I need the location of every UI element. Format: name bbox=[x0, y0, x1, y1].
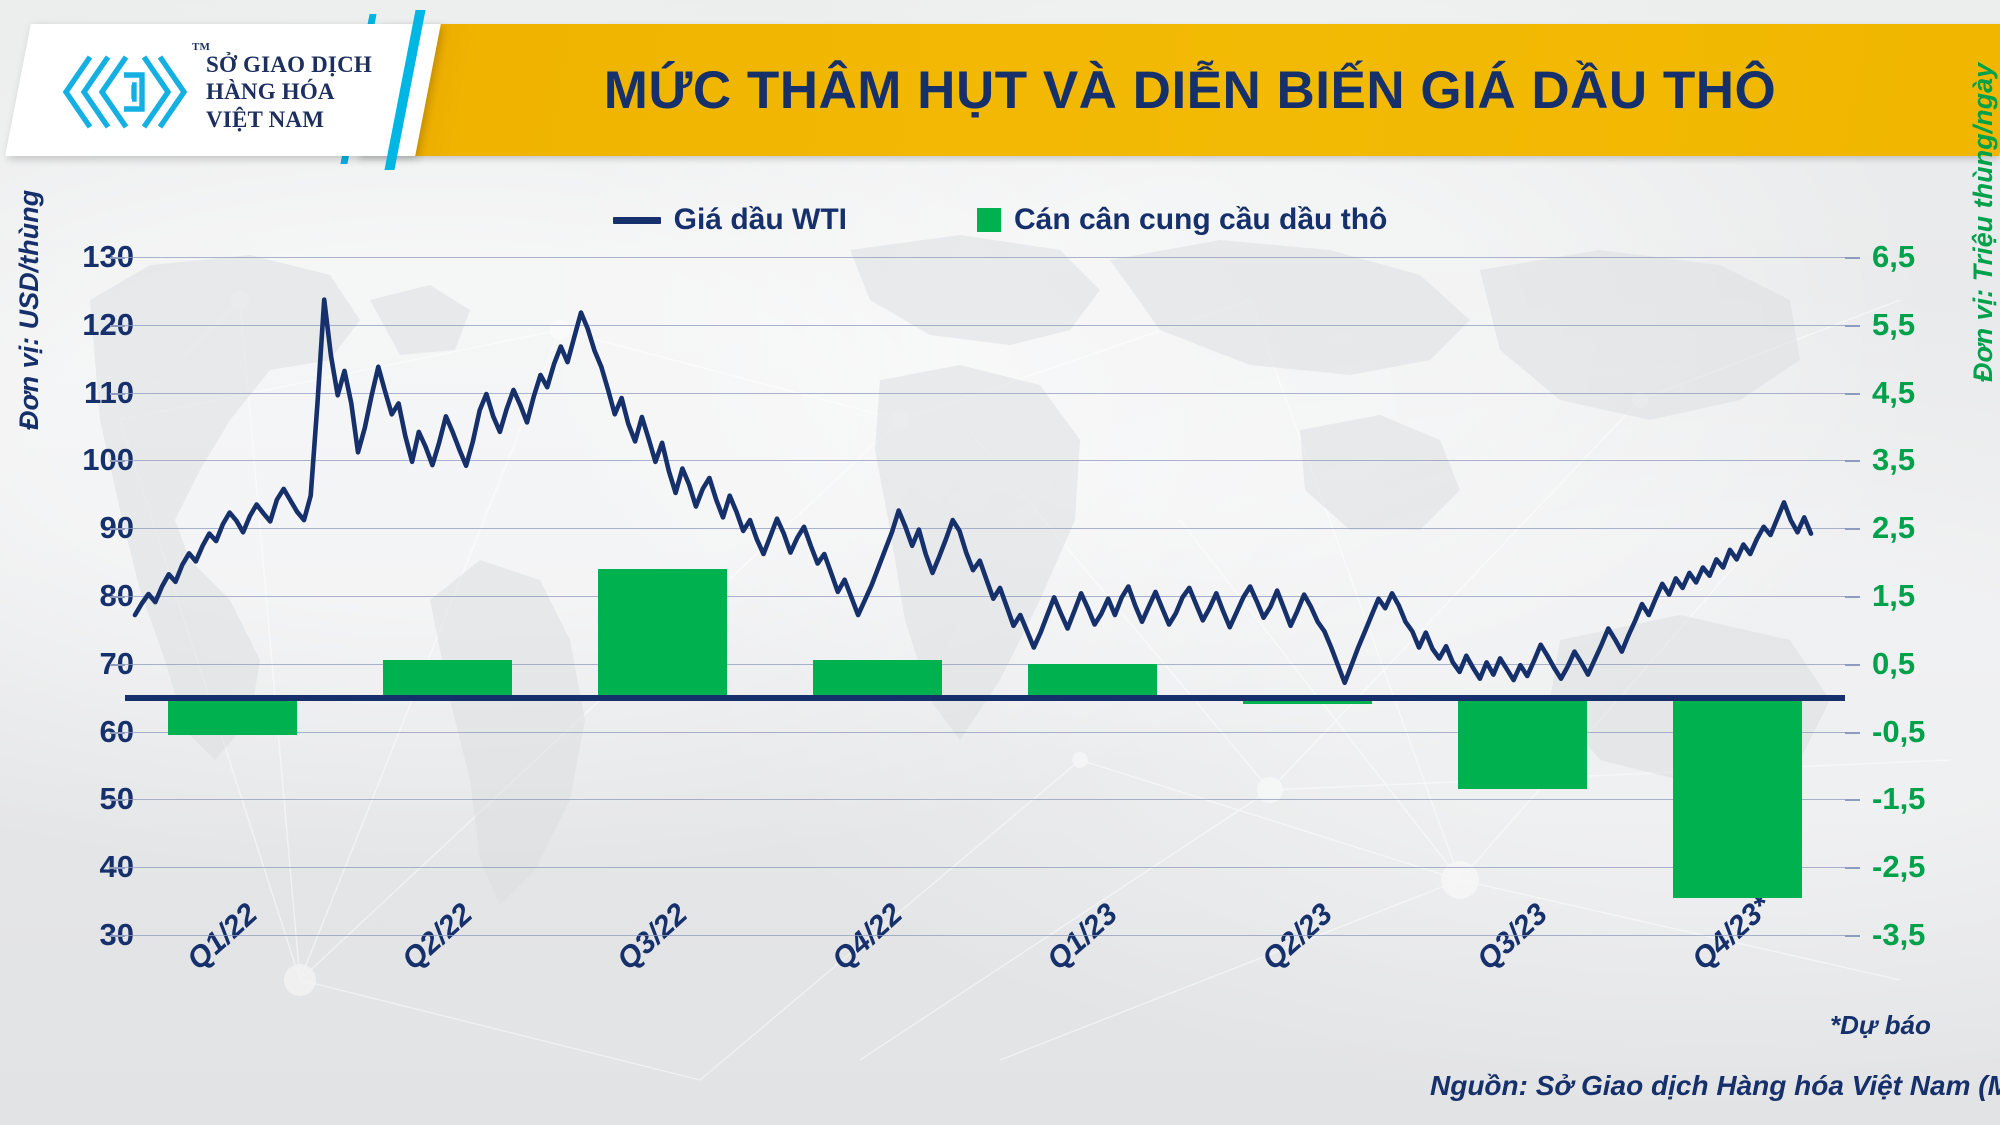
gridline bbox=[125, 663, 1845, 665]
gridline bbox=[125, 324, 1845, 326]
y-axis-right-tick-mark bbox=[1845, 731, 1860, 734]
y-axis-left-tick-mark bbox=[110, 392, 125, 395]
legend-item-wti: Giá dầu WTI bbox=[612, 203, 847, 237]
y-axis-left-tick-mark bbox=[110, 460, 125, 463]
y-axis-left-tick-mark bbox=[110, 257, 125, 259]
y-axis-right-tick-mark bbox=[1845, 392, 1860, 395]
y-axis-left-tick-mark bbox=[110, 663, 125, 666]
y-axis-right-tick-mark bbox=[1845, 528, 1860, 531]
logo-line-3: VIỆT NAM bbox=[206, 106, 325, 132]
y-axis-right-tick-label: 1,5 bbox=[1872, 578, 1916, 613]
y-axis-right-tick-label: -2,5 bbox=[1872, 849, 1926, 885]
gridline bbox=[125, 935, 1845, 936]
gridline bbox=[125, 799, 1845, 801]
chart-legend: Giá dầu WTI Cán cân cung cầu dầu thô bbox=[0, 198, 2000, 242]
y-axis-right-tick-mark bbox=[1845, 799, 1860, 802]
y-axis-right-tick-label: 0,5 bbox=[1872, 645, 1916, 681]
legend-item-balance: Cán cân cung cầu dầu thô bbox=[976, 203, 1388, 237]
logo: TM SỞ GIAO DỊCH HÀNG HÓA VIỆT NAM bbox=[60, 41, 410, 140]
gridline bbox=[125, 460, 1845, 462]
y-axis-right-tick-label: -3,5 bbox=[1872, 917, 1926, 952]
legend-line-swatch-icon bbox=[612, 216, 661, 224]
y-axis-left-tick-mark bbox=[110, 528, 125, 531]
y-axis-right-tick-mark bbox=[1845, 257, 1860, 259]
source-credit: Nguồn: Sở Giao dịch Hàng hóa Việt Nam (M… bbox=[1430, 1070, 2000, 1101]
legend-label-balance: Cán cân cung cầu dầu thô bbox=[1013, 203, 1388, 236]
y-axis-left-tick-mark bbox=[110, 731, 125, 734]
y-axis-left-tick-label: 30 bbox=[99, 917, 134, 952]
y-axis-left-tick-label: 60 bbox=[99, 713, 134, 749]
gridline bbox=[125, 731, 1845, 733]
y-axis-right-tick-mark bbox=[1845, 460, 1860, 463]
y-axis-right-tick-label: 2,5 bbox=[1872, 510, 1916, 546]
zero-baseline bbox=[125, 694, 1845, 701]
y-axis-left-tick-mark bbox=[110, 324, 125, 327]
y-axis-right-tick-label: -0,5 bbox=[1872, 713, 1926, 749]
y-axis-left-tick-label: 120 bbox=[82, 306, 134, 342]
header-banner: TM SỞ GIAO DỊCH HÀNG HÓA VIỆT NAM MỨC TH… bbox=[0, 0, 2000, 176]
y-axis-right-tick-mark bbox=[1845, 663, 1860, 666]
legend-square-swatch-icon bbox=[976, 208, 1001, 232]
y-axis-left-tick-label: 90 bbox=[99, 510, 134, 546]
y-axis-left-tick-label: 100 bbox=[82, 442, 134, 478]
legend-label-wti: Giá dầu WTI bbox=[673, 203, 847, 236]
logo-wordmark: TM SỞ GIAO DỊCH HÀNG HÓA VIỆT NAM bbox=[192, 41, 372, 132]
gridline bbox=[125, 392, 1845, 394]
y-axis-right-tick-mark bbox=[1845, 867, 1860, 870]
y-axis-left-tick-label: 50 bbox=[99, 781, 134, 817]
logo-line-2: HÀNG HÓA bbox=[206, 79, 335, 105]
logo-line-1: SỞ GIAO DỊCH bbox=[206, 52, 372, 78]
y-axis-left-tick-label: 110 bbox=[83, 374, 134, 410]
y-axis-right-tick-label: 3,5 bbox=[1872, 442, 1916, 478]
y-axis-left-tick-label: 40 bbox=[99, 849, 134, 885]
y-axis-right-tick-label: -1,5 bbox=[1872, 781, 1926, 817]
y-axis-left-tick-label: 130 bbox=[82, 239, 134, 274]
bar-Q3-22 bbox=[598, 568, 727, 698]
bar-Q1-23 bbox=[1028, 663, 1157, 698]
bar-Q4-22 bbox=[813, 660, 942, 698]
y-axis-right-tick-mark bbox=[1845, 596, 1860, 598]
y-axis-left-tick-label: 80 bbox=[99, 578, 134, 613]
y-axis-left-tick-label: 70 bbox=[99, 645, 134, 681]
gridline bbox=[125, 596, 1845, 597]
y-axis-right-tick-label: 6,5 bbox=[1872, 239, 1916, 274]
bar-Q2-23 bbox=[1243, 697, 1372, 705]
gridline bbox=[125, 257, 1845, 258]
bar-Q1-22 bbox=[168, 697, 297, 735]
y-axis-left-tick-mark bbox=[110, 799, 125, 802]
bar-Q4-23 bbox=[1673, 697, 1802, 898]
plot-area bbox=[125, 257, 1845, 936]
bar-Q2-22 bbox=[383, 660, 512, 698]
y-axis-left-tick-mark bbox=[110, 935, 125, 937]
y-axis-right-tick-label: 4,5 bbox=[1872, 374, 1916, 410]
bar-Q3-23 bbox=[1458, 697, 1587, 790]
trademark-symbol: TM bbox=[192, 41, 211, 54]
y-axis-right-tick-mark bbox=[1845, 935, 1860, 937]
mxv-logo-icon bbox=[62, 55, 188, 129]
line-series-wti bbox=[125, 257, 1845, 935]
gridline bbox=[125, 867, 1845, 869]
y-axis-left-tick-mark bbox=[110, 867, 125, 870]
y-axis-right-tick-label: 5,5 bbox=[1872, 306, 1916, 342]
y-axis-left-tick-mark bbox=[110, 596, 125, 598]
gridline bbox=[125, 528, 1845, 530]
y-axis-right-tick-mark bbox=[1845, 324, 1860, 327]
forecast-footnote: *Dự báo bbox=[1830, 1010, 1931, 1040]
page-title: MỨC THÂM HỤT VÀ DIỄN BIẾN GIÁ DẦU THÔ bbox=[603, 60, 1777, 120]
